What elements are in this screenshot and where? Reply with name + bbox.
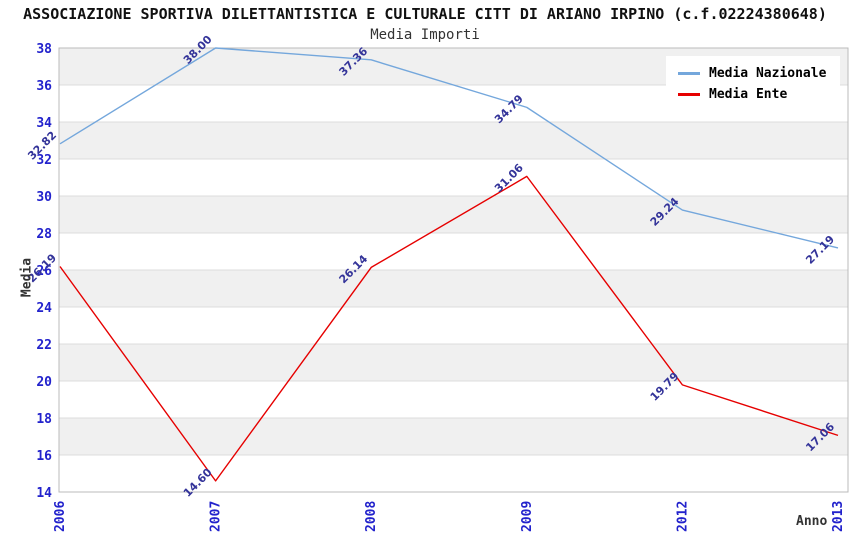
x-tick-label: 2008 — [364, 501, 379, 532]
y-tick-label: 36 — [36, 79, 52, 94]
plot-band — [59, 455, 848, 492]
legend-label: Media Nazionale — [709, 66, 827, 81]
legend-line-swatch — [678, 72, 700, 75]
y-tick-label: 30 — [36, 190, 52, 205]
legend-item: Media Ente — [678, 84, 826, 105]
plot-band — [59, 418, 848, 455]
y-tick-label: 38 — [36, 42, 52, 57]
x-tick-label: 2009 — [520, 501, 535, 532]
y-tick-label: 28 — [36, 227, 52, 242]
legend: Media Nazionale Media Ente — [666, 56, 841, 114]
series-line-media-ente — [59, 175, 839, 482]
y-tick-label: 20 — [36, 375, 52, 390]
x-tick-label: 2012 — [675, 501, 690, 532]
y-tick-label: 16 — [36, 449, 52, 464]
plot-band — [59, 122, 848, 159]
series-line-media-nazionale — [59, 47, 839, 249]
plot-band — [59, 233, 848, 270]
x-tick-label: 2007 — [209, 501, 224, 532]
y-tick-label: 18 — [36, 412, 52, 427]
x-tick-label: 2013 — [831, 501, 846, 532]
plot-border — [58, 47, 849, 493]
y-tick-label: 14 — [36, 486, 52, 501]
x-tick-label: 2006 — [53, 501, 68, 532]
x-axis-title: Anno — [796, 514, 828, 529]
chart-title: ASSOCIAZIONE SPORTIVA DILETTANTISTICA E … — [23, 5, 827, 23]
y-tick-label: 22 — [36, 338, 52, 353]
chart-subtitle: Media Importi — [370, 27, 480, 43]
y-tick-label: 26 — [36, 264, 52, 279]
y-tick-label: 24 — [36, 301, 52, 316]
legend-item: Media Nazionale — [678, 63, 826, 84]
legend-line-swatch — [678, 93, 700, 96]
plot-band — [59, 344, 848, 381]
plot-band — [59, 270, 848, 307]
plot-band — [59, 159, 848, 196]
y-tick-label: 32 — [36, 153, 52, 168]
plot-band — [59, 381, 848, 418]
y-axis-title: Media — [19, 257, 35, 298]
legend-label: Media Ente — [709, 87, 788, 102]
plot-band — [59, 307, 848, 344]
plot-band — [59, 196, 848, 233]
y-tick-label: 34 — [36, 116, 52, 131]
